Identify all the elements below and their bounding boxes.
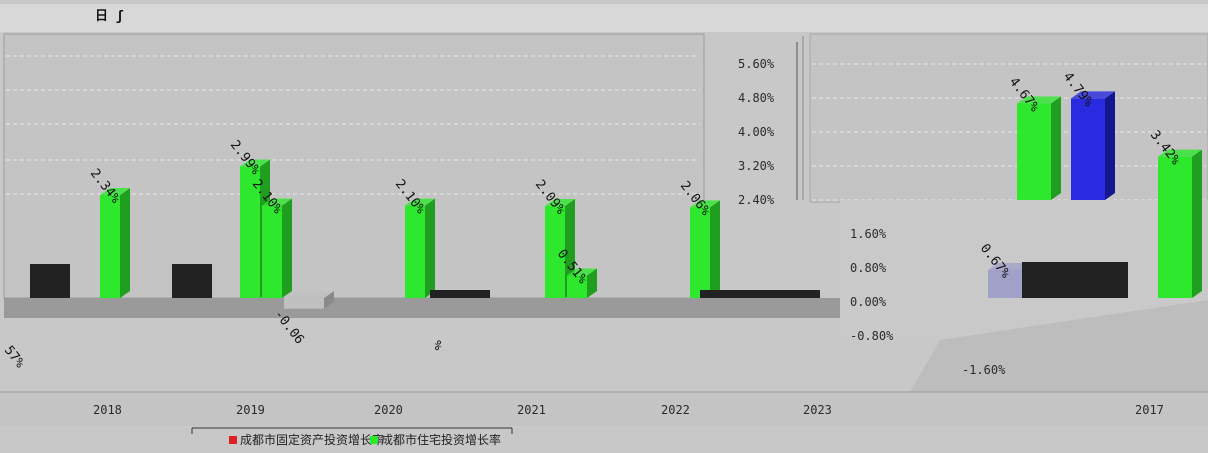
bar-2018-s0-side [120,188,130,298]
y-tick-6: 0.80% [850,261,887,275]
y-tick-1: 4.80% [738,91,775,105]
right-shadow-block [1022,262,1128,298]
shadow-block-0 [30,264,70,298]
bar-2019-s1-side [282,198,292,298]
y-tick-5: 1.60% [850,227,887,241]
bar-2021-s1 [567,268,597,298]
header-title-fragment: 日 ʃ [95,9,124,24]
legend-entry-1: 成都市住宅投资增长率 [381,432,501,447]
left-floor [4,298,855,318]
bar-2020-s0 [405,198,435,298]
bar-2022-s0-side [710,200,720,298]
bar-2020-s0-front [405,205,425,298]
bar-2022-s0 [690,200,720,298]
right-plot-panel [809,33,1208,203]
y-tick-3: 3.20% [738,159,775,173]
right-bar-s2-side [1192,149,1202,298]
right-bar-s2-front [1158,156,1192,298]
y-tick-7: 0.00% [850,295,887,309]
right-bar-s0-front [1017,103,1051,200]
legend-entry-0: 成都市固定资产投资增长率 [240,432,384,447]
right-bar-s1-top [1071,91,1115,99]
right-bar-s3-top [988,263,1032,270]
left-bars [30,159,820,309]
x-tick-2018: 2018 [93,403,122,417]
x-tick-2017: 2017 [1135,403,1164,417]
bar-2018-s0-top [100,188,130,196]
x-tick-2019: 2019 [236,403,265,417]
bar-2019-s1-top [262,198,292,206]
bar-2021-s0-top [545,199,575,207]
y-tick-4: 2.40% [738,193,775,207]
right-bar-s0-side [1051,96,1061,200]
bar-2019-s2-top [284,291,334,298]
right-bars [988,91,1202,298]
bar-2018-s0 [100,188,130,298]
x-tick-2023: 2023 [803,403,832,417]
bar-2019-s0-front [240,166,260,298]
right-bar-s2 [1158,149,1202,298]
bar-2020-s0-side [425,198,435,298]
y-tick-0: 5.60% [738,57,775,71]
right-bar-s1-front [1071,98,1105,200]
bar-2021-s1-front [567,275,587,298]
x-tick-2020: 2020 [374,403,403,417]
bar-2021-s0-front [545,206,565,298]
right-bar-s0 [1017,96,1061,200]
right-bar-s1 [1071,91,1115,200]
right-bar-s3-front [988,270,1022,298]
shadow-block-2 [430,290,490,298]
x-tick-2022: 2022 [661,403,690,417]
top-band [0,4,1208,32]
legend-swatch-0 [229,436,237,444]
right-bar-s1-side [1105,91,1115,200]
bar-2019-s2-front [284,298,324,309]
legend-swatch-1 [370,436,378,444]
x-axis-band [0,392,1208,426]
bar-2019-s2-side [324,291,334,309]
bar-2019-s0-top [240,159,270,167]
bar-2022-s0-top [690,200,720,208]
bar-2020-s0-top [405,198,435,206]
legend: 成都市固定资产投资增长率 成都市住宅投资增长率 [191,427,513,447]
bar-2022-s0-front [690,207,710,298]
axis-ticks: 2018 2019 2020 2021 2022 2023 5.60% 4.80% 4.00% 3… [93,57,1164,417]
y-tick-9: -1.60% [962,363,1006,377]
x-tick-2021: 2021 [517,403,546,417]
bar-2018-s0-front [100,195,120,298]
bar-2019-s1 [262,198,292,298]
shadow-block-1 [172,264,212,298]
shadow-block-3 [700,290,820,298]
y-tick-8: -0.80% [850,329,894,343]
right-bar-s2-top [1158,149,1202,157]
bar-2019-s1-front [262,205,282,298]
right-bar-s0-top [1017,96,1061,104]
bar-2021-s1-side [587,268,597,298]
right-floor [910,300,1208,392]
bar-2019-s2 [284,291,334,309]
bar-2021-s1-top [567,268,597,276]
y-tick-2: 4.00% [738,125,775,139]
